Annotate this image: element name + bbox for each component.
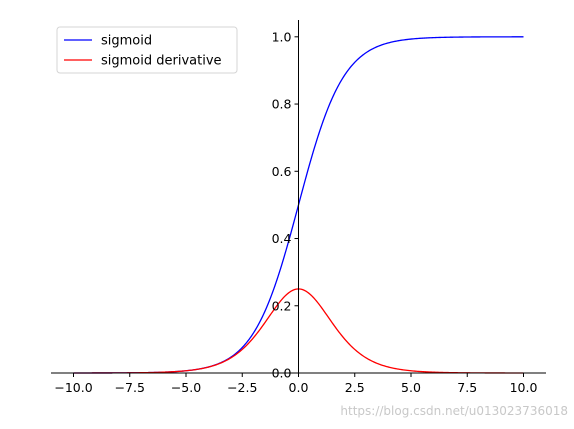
legend-box bbox=[56, 26, 238, 74]
x-tick-label: 10.0 bbox=[510, 380, 538, 395]
y-ticks: 0.0 0.2 0.4 0.6 0.8 1.0 bbox=[272, 29, 299, 381]
x-tick-label: −2.5 bbox=[227, 380, 257, 395]
y-tick-label: 0.8 bbox=[272, 97, 292, 112]
y-tick-label: 0.6 bbox=[272, 164, 292, 179]
x-tick-label: 2.5 bbox=[345, 380, 365, 395]
y-tick-label: 0.0 bbox=[272, 366, 292, 381]
legend-label-sigmoid-derivative: sigmoid derivative bbox=[101, 54, 222, 69]
x-ticks: −10.0 −7.5 −5.0 −2.5 0.0 2.5 5.0 7.5 10.0 bbox=[54, 373, 537, 395]
x-tick-label: −5.0 bbox=[171, 380, 201, 395]
x-tick-label: 5.0 bbox=[401, 380, 421, 395]
legend: sigmoid sigmoid derivative bbox=[56, 26, 238, 74]
watermark-text: https://blog.csdn.net/u013023736018 bbox=[340, 404, 568, 418]
x-tick-label: −7.5 bbox=[115, 380, 145, 395]
x-tick-label: 0.0 bbox=[289, 380, 309, 395]
x-tick-label: −10.0 bbox=[54, 380, 92, 395]
y-tick-label: 0.4 bbox=[272, 231, 292, 246]
y-tick-label: 1.0 bbox=[272, 29, 292, 44]
legend-label-sigmoid: sigmoid bbox=[101, 34, 152, 49]
y-tick-label: 0.2 bbox=[272, 298, 292, 313]
x-tick-label: 7.5 bbox=[457, 380, 477, 395]
